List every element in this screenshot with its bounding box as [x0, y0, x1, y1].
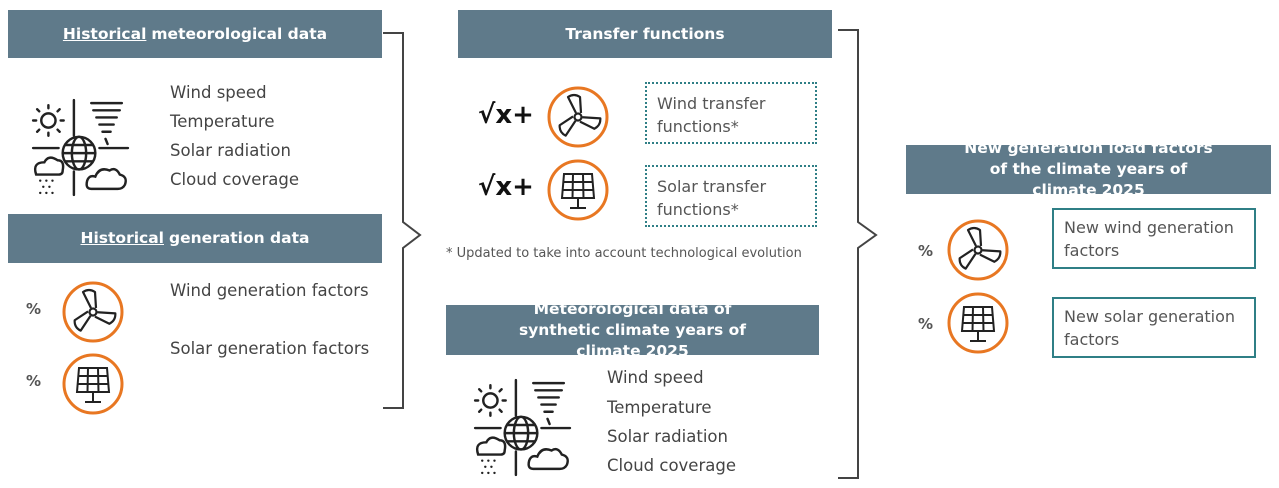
- header-text: generation data: [169, 229, 310, 247]
- item: Solar generation factors: [170, 339, 370, 358]
- header-underlined: 2025: [1101, 181, 1145, 199]
- header-text-wrap: Meteorological data of synthetic climate…: [496, 299, 769, 362]
- header-text: meteorological data: [151, 24, 328, 43]
- header-underlined: 2025: [645, 341, 689, 360]
- symbol: %: [26, 300, 42, 318]
- label-box: Wind transfer functions*: [645, 82, 817, 144]
- item: Cloud coverage: [170, 170, 299, 189]
- symbol: √x+: [478, 100, 534, 130]
- header-underlined: Historical: [80, 229, 165, 247]
- weather-icon: [31, 98, 130, 197]
- item: Temperature: [170, 112, 275, 131]
- symbol: %: [918, 315, 934, 333]
- header-text: Meteorological data of synthetic climate…: [518, 299, 747, 360]
- label-box: New solar generation factors: [1052, 297, 1256, 358]
- label-box: Solar transfer functions*: [645, 165, 817, 227]
- brackets: [383, 29, 878, 479]
- label-box: New wind generation factors: [1052, 208, 1256, 269]
- bracket-left: [383, 32, 422, 409]
- symbol: √x+: [478, 172, 534, 202]
- solar-icon: [62, 353, 124, 415]
- item: Solar radiation: [170, 141, 291, 160]
- item: Solar radiation: [607, 427, 728, 446]
- item: Wind generation factors: [170, 281, 369, 300]
- solar-icon: [547, 159, 609, 221]
- footnote: * Updated to take into account technolog…: [446, 246, 802, 261]
- symbol: %: [26, 372, 42, 390]
- header-text-wrap: New generation load factors of the clima…: [956, 138, 1221, 201]
- item: Wind speed: [607, 368, 704, 387]
- weather-icon: [473, 378, 572, 477]
- item: Temperature: [607, 398, 712, 417]
- wind-icon: [947, 219, 1009, 281]
- header: New generation load factors of the clima…: [906, 139, 1271, 199]
- header-underlined: Historical: [62, 24, 147, 43]
- header: Historical meteorological data: [8, 10, 382, 58]
- header: Historical generation data: [8, 214, 382, 263]
- wind-icon: [547, 86, 609, 148]
- item: Cloud coverage: [607, 456, 736, 475]
- header: Meteorological data of synthetic climate…: [446, 300, 819, 360]
- wind-icon: [62, 281, 124, 343]
- item: Wind speed: [170, 83, 267, 102]
- bracket-center: [838, 29, 878, 479]
- symbol: %: [918, 242, 934, 260]
- header: Transfer functions: [458, 10, 832, 58]
- header-text: New generation load factors of the clima…: [964, 139, 1213, 199]
- solar-icon: [947, 292, 1009, 354]
